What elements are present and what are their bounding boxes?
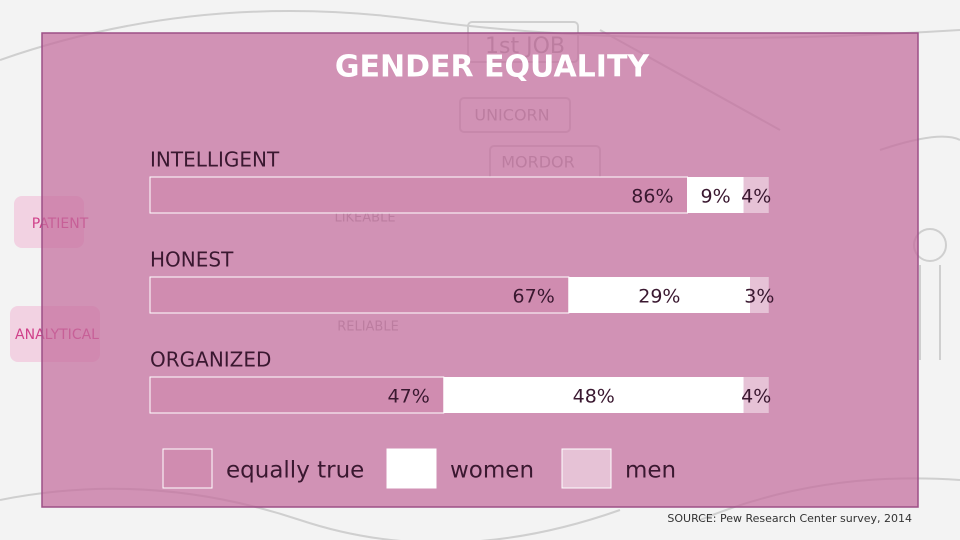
bar-segment (750, 277, 769, 313)
bar-segment (149, 276, 570, 314)
value-label: 4% (741, 186, 771, 208)
chart-panel (41, 32, 919, 508)
legend-label: women (450, 458, 534, 484)
bar-segment (743, 377, 769, 413)
category-label: INTELLIGENT (150, 148, 280, 172)
value-label: 86% (631, 186, 673, 208)
bar-segment (149, 376, 445, 414)
chart-title: GENDER EQUALITY (335, 50, 651, 85)
legend-swatch (162, 448, 213, 489)
legend-label: equally true (226, 458, 364, 484)
legend-swatch (386, 448, 437, 489)
value-label: 47% (388, 386, 430, 408)
value-label: 48% (573, 386, 615, 408)
bar-segment (743, 177, 769, 213)
source-note: SOURCE: Pew Research Center survey, 2014 (667, 512, 912, 525)
category-label: ORGANIZED (150, 348, 271, 372)
value-label: 4% (741, 386, 771, 408)
bar-segment (568, 277, 750, 313)
value-label: 29% (638, 286, 680, 308)
value-label: 9% (701, 186, 731, 208)
bar-segment (687, 177, 744, 213)
legend-label: men (625, 458, 676, 484)
legend-swatch (561, 448, 612, 489)
value-label: 67% (513, 286, 555, 308)
category-label: HONEST (150, 248, 234, 272)
bar-segment (443, 377, 744, 413)
bar-segment (149, 176, 688, 214)
value-label: 3% (744, 286, 774, 308)
